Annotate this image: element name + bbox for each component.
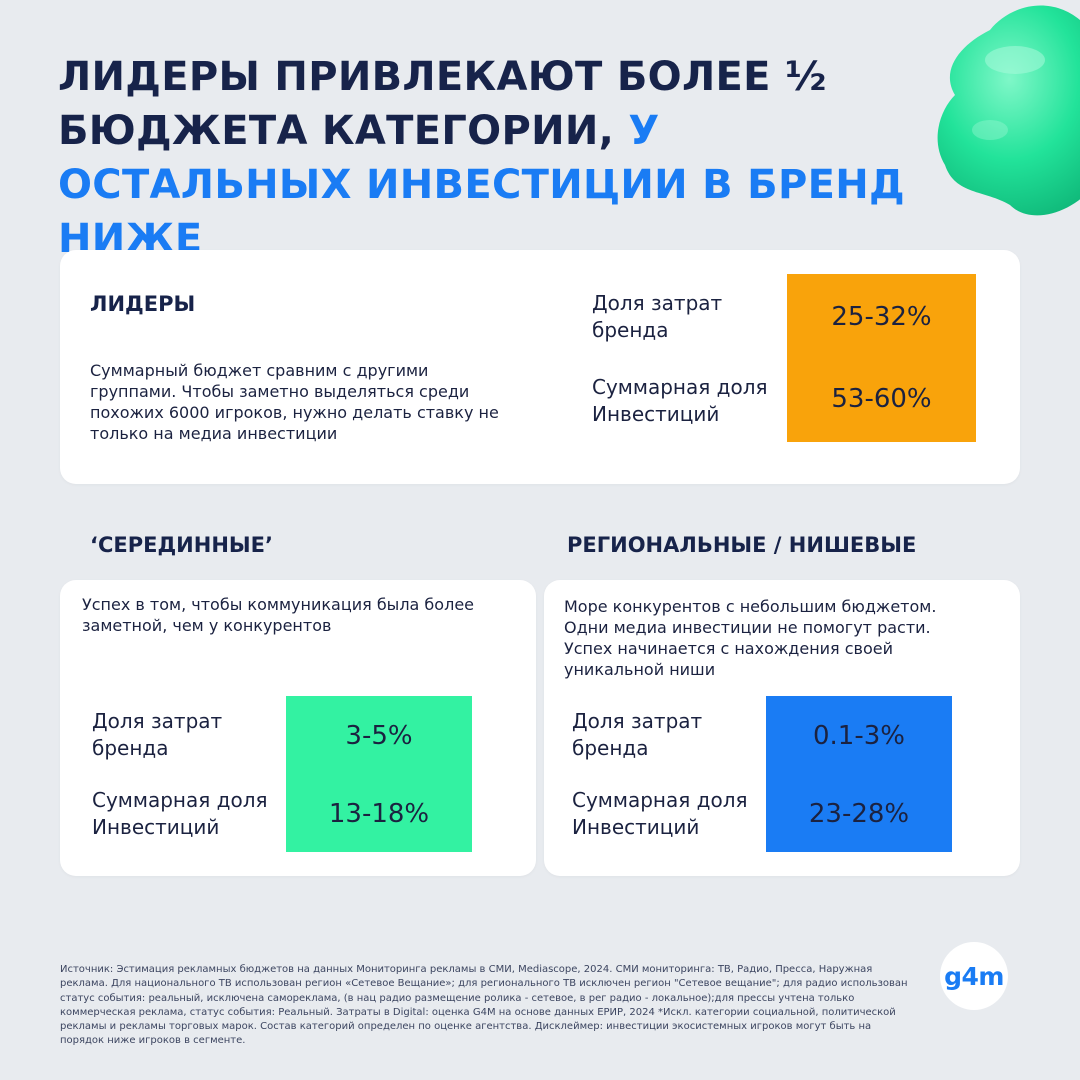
middle-metric-box: 3-5% 13-18%	[286, 696, 472, 852]
regional-description: Море конкурентов с небольшим бюджетом. О…	[564, 597, 937, 679]
logo-text: g4m	[944, 961, 1004, 991]
regional-total-investment-value: 23-28%	[808, 799, 910, 829]
regional-total-investment-label: Суммарная доля Инвестиций	[572, 788, 748, 839]
regional-brand-share-label: Доля затрат бренда	[572, 709, 703, 760]
middle-total-investment-label: Суммарная доля Инвестиций	[92, 788, 268, 839]
middle-total-investment-value: 13-18%	[328, 799, 430, 829]
middle-brand-share-value: 3-5%	[345, 721, 413, 751]
source-footnote: Источник: Эстимация рекламных бюджетов н…	[60, 964, 908, 1047]
leaders-brand-share-value: 25-32%	[831, 302, 932, 332]
leaders-description: Суммарный бюджет сравним с другими групп…	[90, 361, 499, 443]
g4m-logo-icon: g4m	[940, 942, 1008, 1010]
regional-title: РЕГИОНАЛЬНЫЕ / НИШЕВЫЕ	[567, 533, 917, 557]
regional-brand-share-value: 0.1-3%	[813, 721, 905, 751]
green-blob-decoration-icon	[937, 5, 1080, 216]
middle-brand-share-label: Доля затрат бренда	[92, 709, 223, 760]
leaders-total-investment-label: Суммарная доля Инвестиций	[592, 375, 768, 426]
leaders-title: ЛИДЕРЫ	[90, 292, 196, 316]
leaders-metric-box: 25-32% 53-60%	[787, 274, 976, 442]
regional-metric-box: 0.1-3% 23-28%	[766, 696, 952, 852]
leaders-total-investment-value: 53-60%	[831, 384, 932, 414]
page-headline: ЛИДЕРЫ ПРИВЛЕКАЮТ БОЛЕЕ ½ БЮДЖЕТА КАТЕГО…	[58, 50, 938, 266]
leaders-brand-share-label: Доля затрат бренда	[592, 291, 723, 342]
middle-description: Успех в том, чтобы коммуникация была бол…	[82, 595, 474, 635]
leaders-card: ЛИДЕРЫ Суммарный бюджет сравним с другим…	[60, 250, 1020, 484]
middle-title: ‘СЕРЕДИННЫЕ’	[90, 533, 273, 557]
headline-part1: ЛИДЕРЫ ПРИВЛЕКАЮТ БОЛЕЕ ½ БЮДЖЕТА КАТЕГО…	[58, 54, 827, 154]
regional-card: Море конкурентов с небольшим бюджетом. О…	[544, 580, 1020, 876]
middle-card: Успех в том, чтобы коммуникация была бол…	[60, 580, 536, 876]
headline-part2-accent: У ОСТАЛЬНЫХ ИНВЕСТИЦИИ В БРЕНД НИЖЕ	[58, 108, 905, 262]
